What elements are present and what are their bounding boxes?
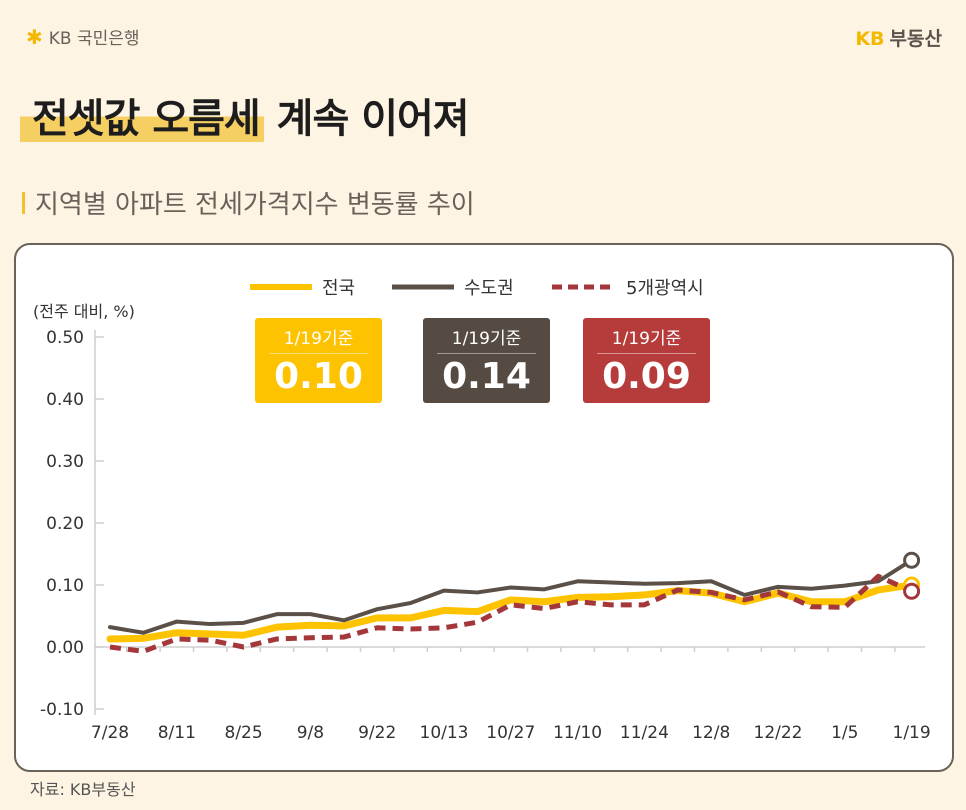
legend-swatch-metro [552, 284, 616, 290]
kb-star-icon: ✱ [26, 24, 43, 49]
legend-swatch-national [250, 284, 312, 290]
badge-label: 1/19기준 [437, 324, 536, 354]
chart-subtitle: 지역별 아파트 전세가격지수 변동률 추이 [22, 184, 475, 221]
subtitle-accent-bar [22, 191, 25, 214]
series-line-metro [109, 573, 913, 654]
x-tick-label: 7/28 [91, 723, 129, 743]
page-title: 전셋값 오름세 계속 이어져 [20, 86, 470, 144]
x-tick-label: 9/22 [358, 723, 396, 743]
y-tick-label: 0.10 [46, 576, 84, 596]
legend-item-national: 전국 [250, 274, 355, 300]
y-tick-label: 0.30 [46, 452, 84, 472]
x-tick-label: 10/13 [420, 723, 469, 743]
badge-national: 1/19기준 0.10 [255, 318, 382, 403]
y-tick-label: 0.00 [46, 638, 84, 658]
kb-bank-logo: ✱ KB 국민은행 [26, 24, 140, 50]
legend-label: 전국 [322, 278, 356, 299]
source-note: 자료: KB부동산 [30, 780, 136, 799]
brand-name: 부동산 [889, 28, 942, 50]
kb-land-logo: KB 부동산 [855, 24, 942, 51]
legend-label: 5개광역시 [626, 278, 704, 299]
bank-logo-text: KB 국민은행 [48, 29, 140, 49]
series-line-national [106, 581, 916, 643]
brand-prefix: KB [855, 28, 885, 50]
title-rest: 계속 이어져 [276, 96, 470, 142]
title-highlight: 전셋값 오름세 [20, 96, 264, 142]
x-tick-label: 8/25 [225, 723, 263, 743]
badge-metro: 1/19기준 0.09 [583, 318, 710, 403]
x-tick-label: 1/5 [831, 723, 858, 743]
badge-label: 1/19기준 [269, 324, 368, 354]
y-tick-label: -0.10 [40, 700, 84, 720]
x-tick-label: 12/8 [692, 723, 730, 743]
legend-label: 수도권 [464, 278, 514, 299]
x-tick-label: 10/27 [486, 723, 535, 743]
x-tick-label: 12/22 [754, 723, 803, 743]
y-tick-label: 0.50 [46, 328, 84, 348]
x-tick-label: 11/24 [620, 723, 669, 743]
x-tick-label: 11/10 [553, 723, 602, 743]
y-tick-label: 0.20 [46, 514, 84, 534]
subtitle-text: 지역별 아파트 전세가격지수 변동률 추이 [35, 190, 475, 220]
series-line-capital [108, 558, 914, 635]
legend-item-capital: 수도권 [392, 274, 514, 300]
endpoint-capital [903, 551, 921, 569]
x-tick-label: 9/8 [297, 723, 324, 743]
badge-label: 1/19기준 [597, 324, 696, 354]
badge-value: 0.09 [602, 356, 691, 397]
x-tick-label: 1/19 [893, 723, 931, 743]
badge-value: 0.14 [442, 356, 531, 397]
badge-value: 0.10 [274, 356, 363, 397]
legend-swatch-capital [392, 284, 454, 290]
x-tick-label: 8/11 [158, 723, 196, 743]
badge-capital: 1/19기준 0.14 [423, 318, 550, 403]
y-axis-label: (전주 대비, %) [33, 302, 135, 321]
legend-item-metro: 5개광역시 [552, 274, 704, 300]
y-tick-label: 0.40 [46, 390, 84, 410]
endpoint-metro [903, 582, 921, 600]
